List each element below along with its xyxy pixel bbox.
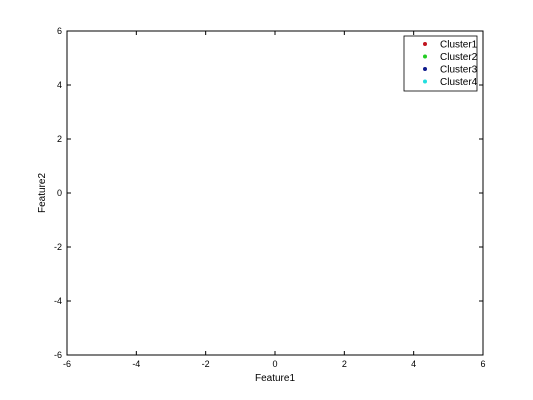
legend-label: Cluster1 <box>440 40 478 51</box>
x-axis-label: Feature1 <box>255 373 295 384</box>
y-tick-label: 2 <box>57 134 62 144</box>
x-tick-label: 0 <box>272 359 277 369</box>
y-tick-label: -2 <box>54 242 62 252</box>
x-tick-label: -4 <box>132 359 140 369</box>
y-tick-label: 4 <box>57 80 62 90</box>
legend-marker <box>423 54 427 59</box>
legend-label: Cluster3 <box>440 65 478 76</box>
x-tick-label: 4 <box>411 359 416 369</box>
y-tick-label: -6 <box>54 350 62 360</box>
x-tick-label: -6 <box>63 359 71 369</box>
legend-marker <box>423 42 427 46</box>
y-axis-label: Feature2 <box>37 173 48 213</box>
x-tick-label: 6 <box>480 359 485 369</box>
y-tick-label: 6 <box>57 26 62 36</box>
y-tick-label: -4 <box>54 296 62 306</box>
legend-box <box>403 35 478 92</box>
x-tick-label: -2 <box>202 359 210 369</box>
x-tick-label: 2 <box>342 359 347 369</box>
legend-label: Cluster2 <box>440 52 478 63</box>
legend-label: Cluster4 <box>440 77 478 88</box>
legend-marker <box>423 79 427 84</box>
legend-marker <box>423 67 427 71</box>
y-tick-label: 0 <box>57 188 62 198</box>
